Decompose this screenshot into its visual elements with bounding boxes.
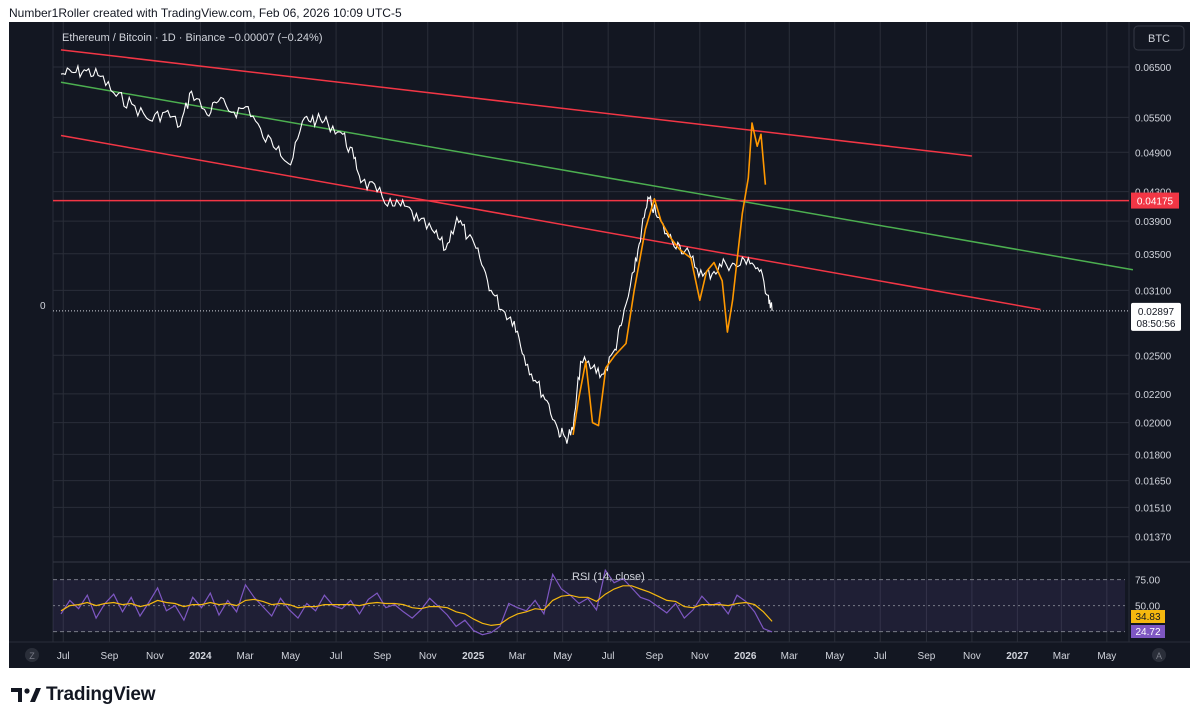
y-tick-label: 0.02000 xyxy=(1135,419,1172,430)
x-tick-label: Jul xyxy=(602,651,615,662)
x-tick-label: Nov xyxy=(146,651,164,662)
level-price-label: 0.04175 xyxy=(1137,197,1174,208)
y-tick-label: 0.01370 xyxy=(1135,533,1172,544)
rsi-title: RSI (14, close) xyxy=(572,571,645,583)
chart-header: Number1Roller created with TradingView.c… xyxy=(9,6,402,20)
channel-upper-line[interactable] xyxy=(61,50,972,156)
tradingview-logo[interactable]: TradingView xyxy=(11,684,155,706)
grid xyxy=(9,22,1190,642)
x-tick-label: Nov xyxy=(963,651,981,662)
x-tick-label: May xyxy=(825,651,844,662)
x-tick-label: Mar xyxy=(1053,651,1071,662)
x-tick-label: 2024 xyxy=(189,651,212,662)
chart-frame: Jul Sep Nov 2024 Mar May Jul Sep Nov 2025 Mar May Ju… xyxy=(9,22,1190,668)
rsi-value: 24.72 xyxy=(1135,627,1160,638)
channel-lower-line[interactable] xyxy=(61,136,1040,310)
x-tick-label: 2027 xyxy=(1006,651,1029,662)
y-tick-label: 0.06500 xyxy=(1135,63,1172,74)
y-tick-label: 0.02200 xyxy=(1135,390,1172,401)
x-tick-label: Mar xyxy=(509,651,527,662)
currency-badge: BTC xyxy=(1148,33,1170,45)
x-tick-label: Sep xyxy=(645,651,663,662)
y-tick-label: 0.01510 xyxy=(1135,503,1172,514)
x-tick-label: Jul xyxy=(874,651,887,662)
y-tick-label: 0.01650 xyxy=(1135,477,1172,488)
y-tick-label: 0.02500 xyxy=(1135,351,1172,362)
tradingview-brand: TradingView xyxy=(46,684,155,706)
x-tick-label: Sep xyxy=(373,651,391,662)
tradingview-logo-icon xyxy=(11,687,41,703)
x-tick-label: Sep xyxy=(101,651,119,662)
trendlines xyxy=(53,50,1133,311)
x-tick-label: 2025 xyxy=(462,651,485,662)
x-tick-label: May xyxy=(553,651,572,662)
x-tick-label: May xyxy=(1097,651,1116,662)
y-tick-label: 0.05500 xyxy=(1135,113,1172,124)
x-tick-label: May xyxy=(281,651,300,662)
x-tick-label: Mar xyxy=(781,651,799,662)
x-tick-label: Nov xyxy=(691,651,709,662)
x-tick-label: 2026 xyxy=(734,651,757,662)
x-tick-label: Jul xyxy=(57,651,70,662)
y-tick-label: 0.03100 xyxy=(1135,286,1172,297)
chart-canvas[interactable]: Jul Sep Nov 2024 Mar May Jul Sep Nov 2025 Mar May Ju… xyxy=(9,22,1190,668)
auto-scale-label: A xyxy=(1156,651,1162,661)
price-series-line[interactable] xyxy=(61,66,772,444)
y-tick-label: 0.03500 xyxy=(1135,250,1172,261)
countdown-label: 08:50:56 xyxy=(1137,319,1176,330)
x-tick-label: Mar xyxy=(237,651,255,662)
x-tick-label: Nov xyxy=(419,651,437,662)
current-price-label: 0.02897 xyxy=(1138,307,1175,318)
y-tick-label: 0.01800 xyxy=(1135,450,1172,461)
y-tick-label: 0.04900 xyxy=(1135,148,1172,159)
left-axis-zero: 0 xyxy=(40,301,46,312)
y-tick-label: 0.03900 xyxy=(1135,217,1172,228)
symbol-line: Ethereum / Bitcoin · 1D · Binance −0.000… xyxy=(62,32,322,44)
timezone-label: Z xyxy=(29,651,35,661)
rsi-tick-label: 75.00 xyxy=(1135,576,1160,587)
rsi-ma-value: 34.83 xyxy=(1135,612,1160,623)
projection-series-line[interactable] xyxy=(573,123,765,435)
series xyxy=(61,66,772,444)
x-tick-label: Sep xyxy=(918,651,936,662)
x-tick-label: Jul xyxy=(330,651,343,662)
